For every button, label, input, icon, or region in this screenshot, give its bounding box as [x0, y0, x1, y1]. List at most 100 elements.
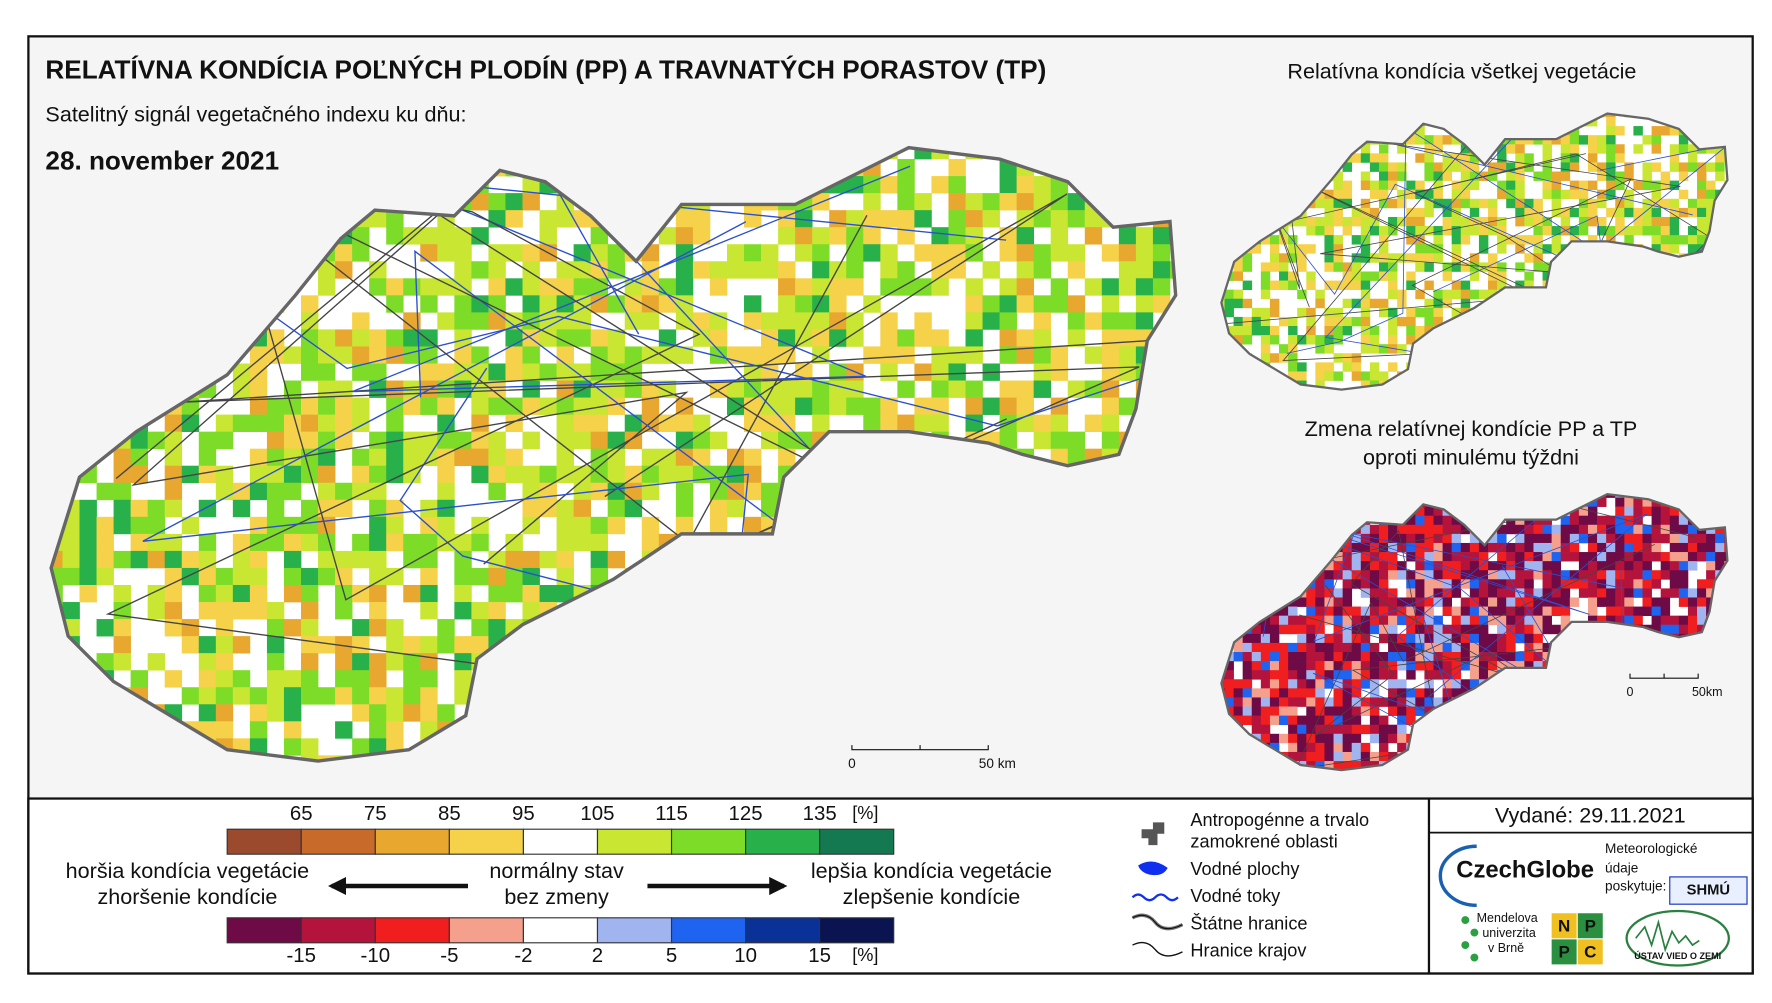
- map-cell: [1406, 542, 1416, 553]
- map-cell: [607, 244, 626, 262]
- map-cell: [1615, 216, 1625, 227]
- map-cell: [335, 261, 353, 279]
- map-cell: [1269, 733, 1280, 744]
- map-cell: [301, 516, 319, 535]
- map-cell: [795, 397, 813, 415]
- map-cell: [1706, 561, 1716, 571]
- map-cell: [1101, 244, 1120, 262]
- map-cell: [1324, 733, 1334, 744]
- map-cell: [1406, 606, 1416, 616]
- map-cell: [1397, 561, 1407, 571]
- map-cell: [1542, 561, 1552, 571]
- map-cell: [1342, 751, 1353, 762]
- map-cell: [1288, 715, 1298, 726]
- map-cell: [999, 193, 1017, 211]
- map-cell: [318, 261, 336, 279]
- map-cell: [198, 465, 217, 484]
- map-cell: [1033, 431, 1052, 450]
- map-cell: [692, 210, 711, 228]
- logo-nppc: [1551, 939, 1577, 965]
- region-border: [1299, 530, 1517, 711]
- map-cell: [1288, 733, 1298, 744]
- map-cell: [403, 448, 421, 467]
- map-cell: [1016, 244, 1035, 262]
- map-cell: [590, 414, 609, 432]
- label: [%]: [852, 945, 878, 965]
- map-cell: [1460, 262, 1471, 272]
- map-cell: [1551, 226, 1562, 236]
- map-cell: [318, 414, 336, 432]
- icon-region: [1132, 941, 1183, 957]
- map-cell: [1415, 189, 1425, 200]
- map-cell: [692, 227, 711, 245]
- map-cell: [471, 636, 489, 654]
- map-cell: [1260, 652, 1271, 662]
- map-cell: [1369, 751, 1380, 762]
- map-cell: [1269, 652, 1280, 662]
- map-cell: [590, 329, 609, 347]
- map-cell: [352, 687, 370, 705]
- map-cell: [1324, 226, 1334, 236]
- map-cell: [1488, 570, 1498, 580]
- map-cell: [1369, 724, 1380, 735]
- map-cell: [1633, 506, 1643, 517]
- map-cell: [1697, 171, 1707, 181]
- map-cell: [1633, 579, 1643, 589]
- map-cell: [1342, 198, 1353, 209]
- map-cell: [1360, 751, 1371, 762]
- map-cell: [1515, 661, 1525, 671]
- map-cell: [249, 482, 268, 501]
- map-cell: [403, 278, 421, 296]
- map-cell: [1515, 180, 1525, 191]
- map-cell: [1397, 742, 1407, 753]
- map-cell: [1451, 588, 1462, 598]
- map-cell: [1451, 253, 1462, 263]
- map-cell: [1288, 624, 1298, 635]
- map-cell: [1260, 271, 1271, 281]
- map-cell: [1424, 606, 1434, 616]
- map-cell: [1569, 189, 1580, 200]
- map-cell: [1342, 679, 1353, 689]
- map-cell: [1569, 597, 1580, 607]
- map-cell: [1224, 679, 1234, 689]
- map-cell: [1378, 153, 1389, 163]
- map-cell: [369, 619, 387, 637]
- map-cell: [1101, 414, 1120, 432]
- map-cell: [1360, 298, 1371, 309]
- map-cell: [1369, 162, 1380, 172]
- map-cell: [1451, 189, 1462, 200]
- map-cell: [1651, 216, 1662, 227]
- map-cell: [1306, 335, 1316, 345]
- map-cell: [335, 653, 353, 671]
- map-cell: [1306, 697, 1316, 707]
- map-cell: [1315, 198, 1325, 209]
- map-cell: [931, 278, 949, 296]
- map-cell: [1615, 198, 1625, 209]
- map-cell: [1242, 652, 1253, 662]
- map-cell: [812, 397, 830, 415]
- map-cell: [301, 414, 319, 432]
- logo-dot: [1461, 941, 1470, 950]
- map-cell: [573, 431, 592, 450]
- river: [414, 151, 1103, 762]
- map-cell: [1388, 724, 1398, 735]
- map-cell: [437, 312, 455, 330]
- map-cell: [198, 567, 217, 586]
- label: N: [1558, 916, 1570, 935]
- map-cell: [1050, 210, 1069, 228]
- map-cell: [1651, 244, 1662, 254]
- map-cell: [1067, 380, 1086, 398]
- map-cell: [1533, 262, 1543, 272]
- map-cell: [1506, 144, 1516, 154]
- map-cell: [1360, 171, 1371, 181]
- map-cell: [318, 482, 336, 501]
- map-cell: [1442, 606, 1453, 616]
- map-cell: [1506, 552, 1516, 562]
- map-cell: [1342, 724, 1353, 735]
- label: Relatívna kondícia všetkej vegetácie: [1287, 58, 1636, 83]
- map-cell: [675, 227, 694, 245]
- map-cell: [1324, 561, 1334, 571]
- map-cell: [1221, 679, 1225, 689]
- map-cell: [1615, 207, 1625, 218]
- map-cell: [1369, 642, 1380, 653]
